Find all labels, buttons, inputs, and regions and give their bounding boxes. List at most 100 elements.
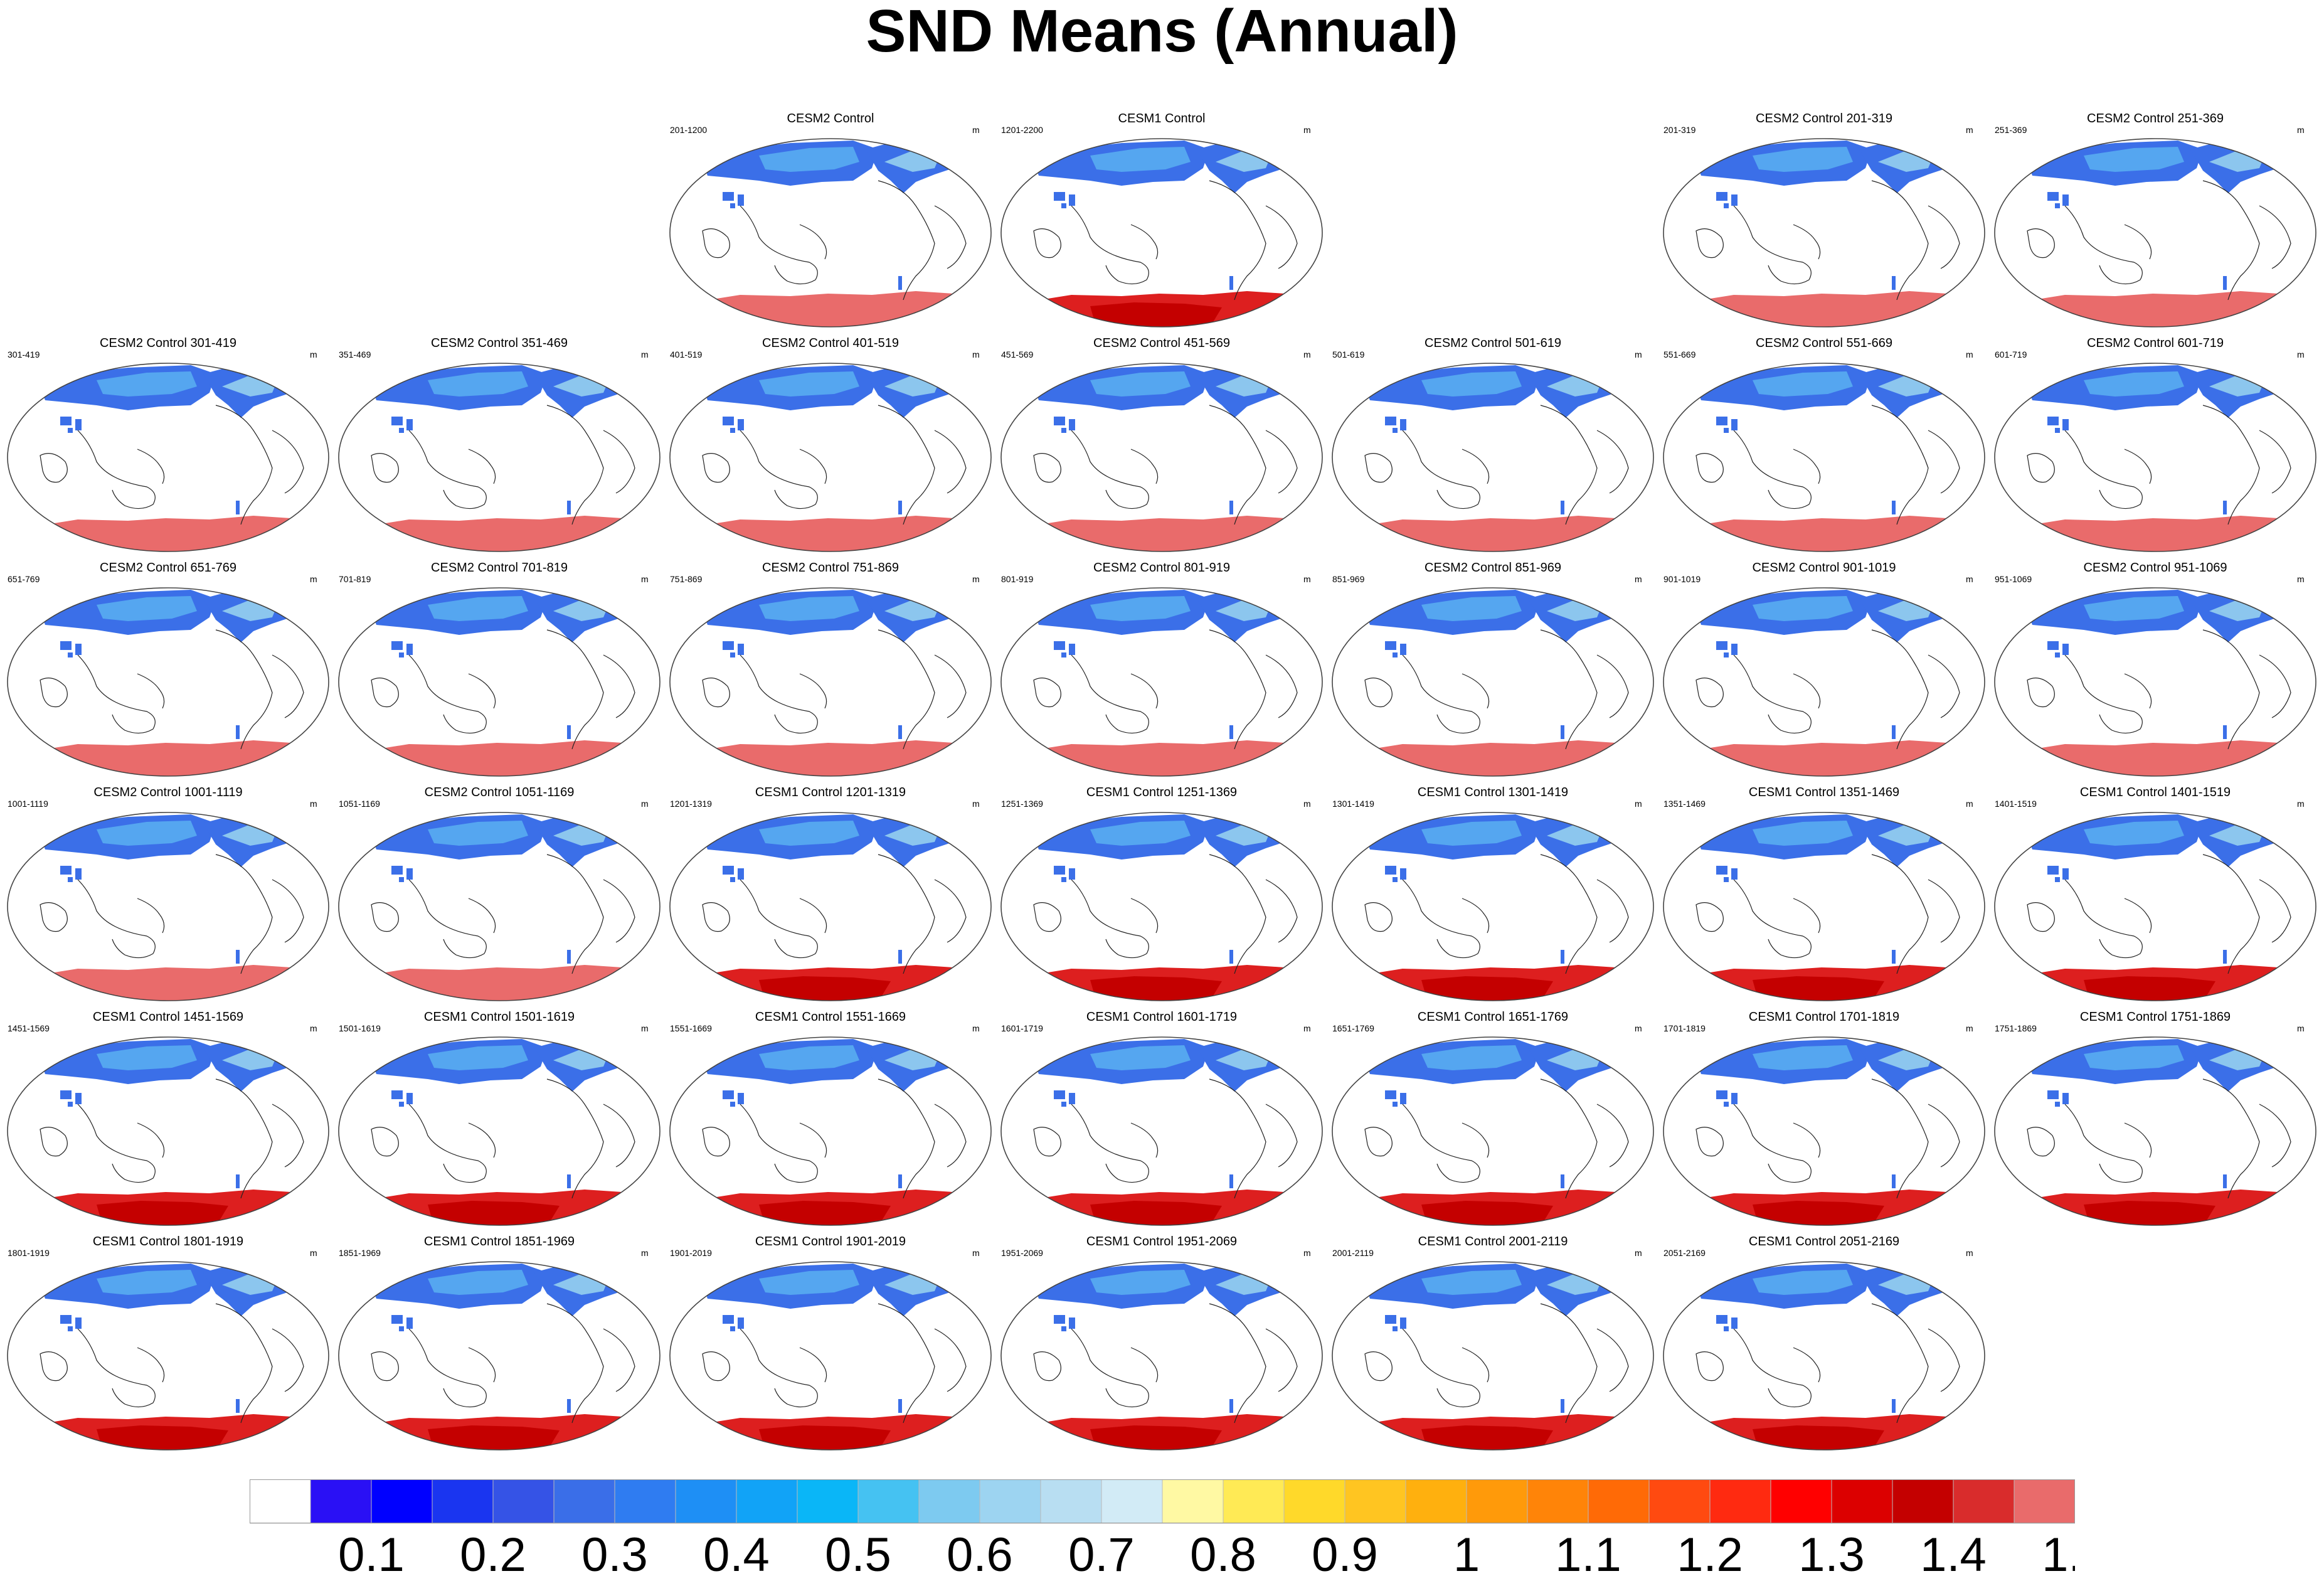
colorbar-swatch xyxy=(736,1479,798,1524)
coastlines xyxy=(1695,405,1960,525)
coastlines xyxy=(1033,1303,1298,1424)
colorbar-tick-label: 1 xyxy=(1453,1528,1480,1580)
colorbar-tick-label: 0.7 xyxy=(1068,1528,1135,1580)
antarctica-snow-field xyxy=(703,740,966,776)
panel-title: CESM1 Control 1501-1619 xyxy=(424,1010,575,1024)
panel-units-label: m xyxy=(641,349,649,359)
coastlines xyxy=(702,854,967,974)
map-panel: CESM1 Control 1801-1919 1801-1919 m xyxy=(3,1235,334,1451)
map-globe xyxy=(1663,363,1985,552)
coastlines xyxy=(1033,180,1298,301)
colorbar-swatch xyxy=(310,1479,372,1524)
panel-title: CESM1 Control 1751-1869 xyxy=(2080,1010,2231,1024)
map-panel: CESM1 Control 1301-1419 1301-1419 m xyxy=(1327,785,1658,1002)
panel-years-label: 1951-2069 xyxy=(1001,1248,1043,1258)
map-panel: CESM2 Control 351-469 351-469 m xyxy=(334,336,665,553)
map-globe xyxy=(1994,812,2316,1001)
panel-years-label: 201-319 xyxy=(1663,125,1696,135)
antarctica-snow-field xyxy=(1696,965,1960,1001)
map-panel: CESM1 Control 1351-1469 1351-1469 m xyxy=(1658,785,1990,1002)
colorbar-swatch xyxy=(1709,1479,1771,1524)
panel-units-label: m xyxy=(1966,125,1973,135)
panel-title: CESM1 Control 1551-1669 xyxy=(755,1010,906,1024)
antarctica-snow-field xyxy=(371,516,635,551)
antarctica-snow-field xyxy=(703,1190,966,1225)
panel-years-label: 201-1200 xyxy=(670,125,707,135)
map-panel: CESM1 Control 1601-1719 1601-1719 m xyxy=(996,1010,1327,1227)
map-globe xyxy=(7,587,329,777)
map-panel: CESM1 Control 1951-2069 1951-2069 m xyxy=(996,1235,1327,1451)
map-globe xyxy=(1332,587,1654,777)
colorbar-tick-label: 0.9 xyxy=(1312,1528,1378,1580)
map-panel: CESM2 Control 1051-1169 1051-1169 m xyxy=(334,785,665,1002)
colorbar: 0.1 0.2 0.3 0.4 0.5 0.6 0.7 0.8 0.9 1 1.1 1.2 1.3 1.4… xyxy=(250,1479,2075,1580)
map-panel: CESM2 Control 651-769 651-769 m xyxy=(3,561,334,777)
panel-years-label: 1851-1969 xyxy=(339,1248,381,1258)
panel-units-label: m xyxy=(1303,125,1311,135)
map-panel: CESM2 Control 701-819 701-819 m xyxy=(334,561,665,777)
antarctica-snow-field xyxy=(1034,1190,1297,1225)
colorbar-swatch xyxy=(614,1479,676,1524)
antarctica-snow-field xyxy=(40,1190,304,1225)
panel-units-label: m xyxy=(310,1248,317,1258)
antarctica-snow-field xyxy=(1034,516,1297,551)
panel-units-label: m xyxy=(310,1023,317,1033)
panel-title: CESM2 Control 501-619 xyxy=(1425,336,1561,350)
colorbar-swatch xyxy=(857,1479,920,1524)
map-globe xyxy=(1332,1036,1654,1226)
panel-title: CESM1 Control 1301-1419 xyxy=(1418,785,1568,799)
panel-title: CESM1 Control 1351-1469 xyxy=(1749,785,1899,799)
map-panel: CESM1 Control 1751-1869 1751-1869 m xyxy=(1990,1010,2321,1227)
coastlines xyxy=(1033,405,1298,525)
panel-title: CESM2 Control 1051-1169 xyxy=(425,785,575,799)
panel-title: CESM2 Control 951-1069 xyxy=(2083,561,2227,575)
coastlines xyxy=(40,405,304,525)
coastlines xyxy=(40,854,304,974)
map-panel: CESM1 Control 2001-2119 2001-2119 m xyxy=(1327,1235,1658,1451)
panel-title: CESM1 Control 1401-1519 xyxy=(2080,785,2231,799)
northern-snow-field xyxy=(1365,363,1622,514)
coastlines xyxy=(371,854,635,974)
antarctica-snow-field xyxy=(40,1414,304,1450)
coastlines xyxy=(2027,1078,2291,1199)
panel-years-label: 1201-2200 xyxy=(1001,125,1043,135)
antarctica-snow-field xyxy=(1034,291,1297,327)
map-globe xyxy=(1663,1036,1985,1226)
panel-units-label: m xyxy=(1635,799,1642,809)
map-globe xyxy=(1663,812,1985,1001)
map-panel: CESM2 Control 951-1069 951-1069 m xyxy=(1990,561,2321,777)
colorbar-tick-label: 0.6 xyxy=(947,1528,1013,1580)
antarctica-snow-field xyxy=(703,516,966,551)
colorbar-tick-label: 0.8 xyxy=(1190,1528,1256,1580)
colorbar-swatch xyxy=(432,1479,494,1524)
colorbar-swatch xyxy=(1405,1479,1467,1524)
map-panel: CESM2 Control 201-1200 m xyxy=(665,112,996,328)
map-globe xyxy=(1000,1261,1323,1451)
antarctica-snow-field xyxy=(1034,965,1297,1001)
panel-units-label: m xyxy=(972,799,980,809)
map-panel: CESM2 Control 451-569 451-569 m xyxy=(996,336,1327,553)
panel-units-label: m xyxy=(2297,1023,2305,1033)
panel-years-label: 2001-2119 xyxy=(1332,1248,1374,1258)
coastlines xyxy=(1033,629,1298,750)
colorbar-swatch xyxy=(1648,1479,1711,1524)
map-panel: CESM1 Control 1201-2200 m xyxy=(996,112,1327,328)
panel-years-label: 551-669 xyxy=(1663,349,1696,359)
colorbar-swatch xyxy=(918,1479,980,1524)
panel-title: CESM1 Control 1701-1819 xyxy=(1749,1010,1899,1024)
map-globe xyxy=(1663,587,1985,777)
panel-years-label: 1351-1469 xyxy=(1663,799,1706,809)
panel-title: CESM2 Control 301-419 xyxy=(100,336,236,350)
panel-title: CESM1 Control 1801-1919 xyxy=(93,1235,243,1248)
colorbar-tick-label: 1.4 xyxy=(1920,1528,1987,1580)
panel-years-label: 751-869 xyxy=(670,574,703,584)
panel-title: CESM2 Control 351-469 xyxy=(431,336,568,350)
map-panel: CESM2 Control 851-969 851-969 m xyxy=(1327,561,1658,777)
colorbar-tick-label: 1.2 xyxy=(1677,1528,1743,1580)
panel-years-label: 501-619 xyxy=(1332,349,1365,359)
panel-years-label: 1451-1569 xyxy=(8,1023,50,1033)
colorbar-swatch xyxy=(553,1479,615,1524)
map-panel: CESM2 Control 501-619 501-619 m xyxy=(1327,336,1658,553)
coastlines xyxy=(2027,854,2291,974)
antarctica-snow-field xyxy=(40,740,304,776)
